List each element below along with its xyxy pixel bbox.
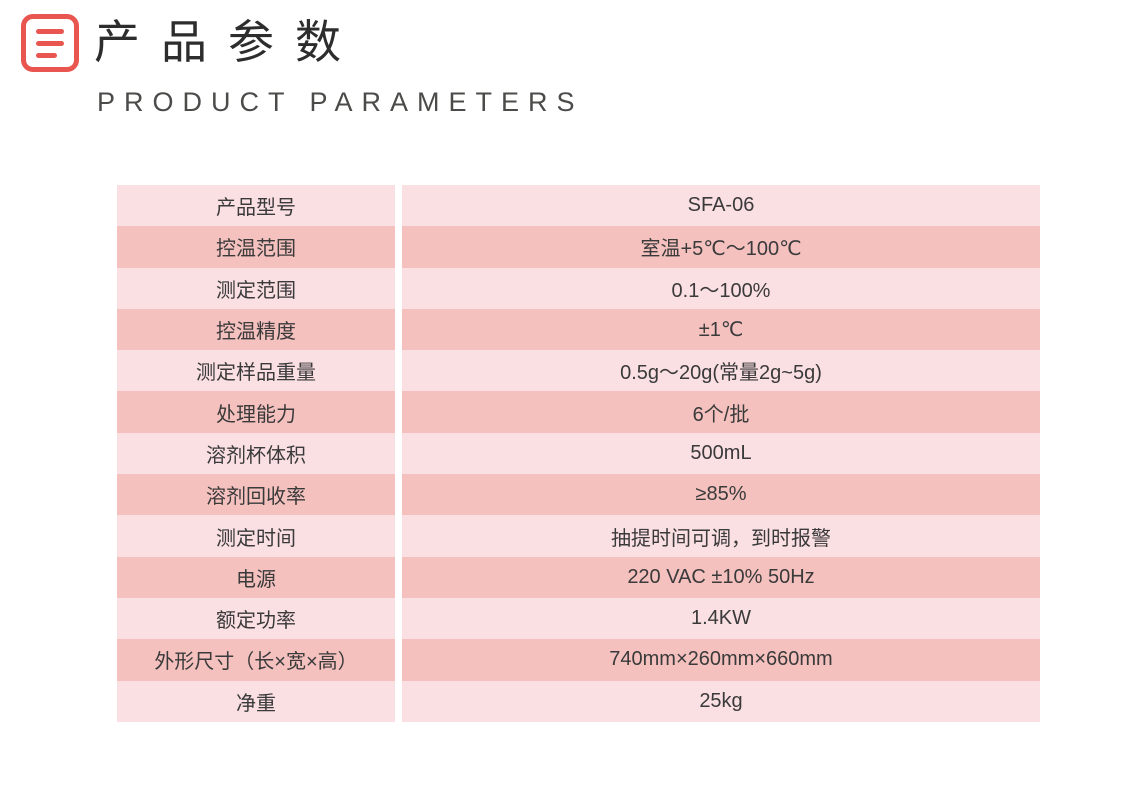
param-label: 额定功率 — [117, 597, 395, 640]
table-row: 电源 220 VAC ±10% 50Hz — [117, 556, 1040, 598]
page-subtitle: PRODUCT PARAMETERS — [97, 87, 584, 117]
page-title: 产品参数 — [94, 16, 362, 68]
param-label: 溶剂杯体积 — [117, 432, 395, 475]
param-label: 测定范围 — [117, 267, 395, 309]
param-value: ±1℃ — [402, 308, 1040, 351]
param-value: 25kg — [402, 680, 1040, 722]
table-row: 额定功率 1.4KW — [117, 597, 1040, 640]
table-row: 测定样品重量 0.5g～20g(常量2g~5g) — [117, 350, 1040, 392]
table-row: 外形尺寸（长×宽×高） 740mm×260mm×660mm — [117, 639, 1040, 681]
icon-line — [36, 28, 64, 34]
table-row: 测定时间 抽提时间可调，到时报警 — [117, 515, 1040, 557]
param-value: 500mL — [402, 432, 1040, 475]
param-value: 室温+5℃～100℃ — [402, 226, 1040, 268]
param-value: SFA-06 — [402, 185, 1040, 227]
param-value: 1.4KW — [402, 597, 1040, 640]
param-value: 抽提时间可调，到时报警 — [402, 515, 1040, 557]
table-row: 控温精度 ±1℃ — [117, 308, 1040, 351]
param-label: 净重 — [117, 680, 395, 722]
param-label: 溶剂回收率 — [117, 474, 395, 516]
icon-line — [36, 52, 58, 58]
table-row: 测定范围 0.1～100% — [117, 267, 1040, 309]
param-label: 测定样品重量 — [117, 350, 395, 392]
param-value: 0.1～100% — [402, 267, 1040, 309]
param-value: 220 VAC ±10% 50Hz — [402, 556, 1040, 598]
param-value: 0.5g～20g(常量2g~5g) — [402, 350, 1040, 392]
table-row: 处理能力 6个/批 — [117, 391, 1040, 433]
table-row: 净重 25kg — [117, 680, 1040, 722]
table-row: 产品型号 SFA-06 — [117, 185, 1040, 227]
document-lines-icon — [21, 14, 79, 72]
param-label: 控温精度 — [117, 308, 395, 351]
param-label: 外形尺寸（长×宽×高） — [117, 639, 395, 681]
param-label: 产品型号 — [117, 185, 395, 227]
table-row: 溶剂杯体积 500mL — [117, 432, 1040, 475]
table-row: 溶剂回收率 ≥85% — [117, 474, 1040, 516]
table-row: 控温范围 室温+5℃～100℃ — [117, 226, 1040, 268]
spec-table: 产品型号 SFA-06 控温范围 室温+5℃～100℃ 测定范围 0.1～100… — [117, 185, 1040, 722]
param-label: 控温范围 — [117, 226, 395, 268]
param-value: 6个/批 — [402, 391, 1040, 433]
param-label: 电源 — [117, 556, 395, 598]
param-label: 处理能力 — [117, 391, 395, 433]
param-value: ≥85% — [402, 474, 1040, 516]
icon-line — [36, 40, 64, 46]
param-label: 测定时间 — [117, 515, 395, 557]
param-value: 740mm×260mm×660mm — [402, 639, 1040, 681]
